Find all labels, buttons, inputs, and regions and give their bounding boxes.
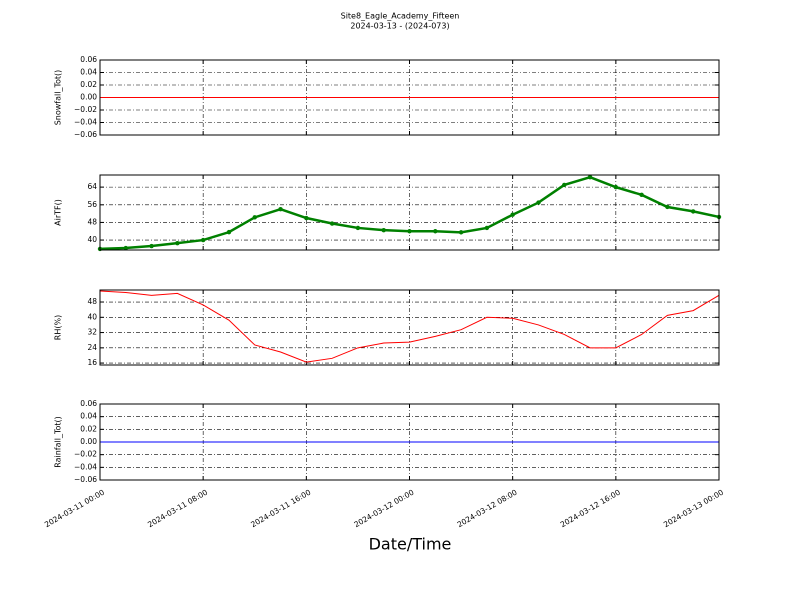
y-tick-label: −0.04: [74, 462, 97, 471]
figure-title: Site8_Eagle_Academy_Fifteen: [341, 12, 460, 21]
data-point: [278, 206, 283, 212]
data-line: [99, 290, 720, 363]
data-point: [355, 225, 361, 231]
y-tick-label: −0.06: [74, 475, 97, 484]
y-tick-label: 64: [87, 182, 97, 191]
y-tick-label: 40: [87, 235, 97, 244]
y-tick-label: −0.02: [74, 450, 97, 459]
y-tick-label: 40: [87, 312, 97, 321]
y-tick-label: 24: [87, 343, 97, 352]
axes-frame: [99, 403, 720, 481]
data-point: [639, 192, 644, 198]
y-axis-label: AirTF(): [54, 199, 63, 226]
x-tick-label: 2024-03-12 16:00: [559, 488, 622, 530]
y-tick-label: 56: [87, 200, 97, 209]
y-tick-label: 0.02: [80, 424, 97, 433]
y-tick-label: 0.04: [80, 412, 97, 421]
data-point: [536, 200, 541, 205]
figure-subtitle: 2024-03-13 - (2024-073): [350, 22, 449, 31]
data-point: [175, 240, 180, 246]
y-tick-label: 48: [87, 217, 97, 226]
y-tick-label: 48: [87, 297, 97, 306]
data-point: [458, 230, 464, 235]
x-tick-label: 2024-03-13 00:00: [662, 488, 725, 530]
data-point: [510, 212, 515, 217]
y-tick-label: 32: [87, 328, 97, 337]
data-point: [587, 175, 593, 180]
y-tick-label: 0.06: [80, 399, 97, 408]
y-tick-label: −0.02: [74, 105, 97, 114]
data-point: [613, 184, 619, 190]
x-axis-label: Date/Time: [369, 535, 452, 554]
data-point: [407, 229, 412, 234]
y-tick-label: 0.00: [80, 437, 97, 446]
x-tick-label: 2024-03-12 00:00: [352, 488, 415, 530]
axes-frame: [99, 289, 720, 366]
y-axis-label: Snowfall_Tot(): [54, 70, 63, 126]
y-tick-label: 16: [87, 358, 97, 367]
y-tick-label: 0.04: [80, 68, 97, 77]
data-point: [329, 221, 335, 226]
data-point: [691, 209, 696, 214]
x-tick-label: 2024-03-11 16:00: [249, 488, 312, 530]
y-tick-label: 0.00: [80, 93, 97, 102]
data-point: [562, 182, 567, 188]
x-tick-label: 2024-03-12 08:00: [456, 488, 519, 530]
y-tick-label: 0.02: [80, 80, 97, 89]
data-point: [200, 237, 206, 243]
y-axis-label: RH(%): [54, 315, 63, 340]
y-tick-label: −0.06: [74, 130, 97, 139]
x-tick-label: 2024-03-11 00:00: [43, 488, 106, 530]
data-point: [252, 215, 257, 220]
data-point: [665, 204, 670, 210]
data-point: [123, 245, 128, 251]
data-point: [484, 225, 490, 231]
data-point: [381, 227, 386, 233]
data-point: [226, 229, 232, 235]
axes-frame: [99, 59, 720, 136]
y-tick-label: −0.04: [74, 118, 97, 127]
data-point: [304, 215, 309, 221]
x-tick-label: 2024-03-11 08:00: [146, 488, 209, 530]
data-point: [149, 243, 154, 249]
y-tick-label: 0.06: [80, 55, 97, 64]
axes-frame: [99, 174, 720, 251]
y-axis-label: Rainfall_Tot(): [54, 416, 63, 468]
data-point: [433, 229, 438, 234]
